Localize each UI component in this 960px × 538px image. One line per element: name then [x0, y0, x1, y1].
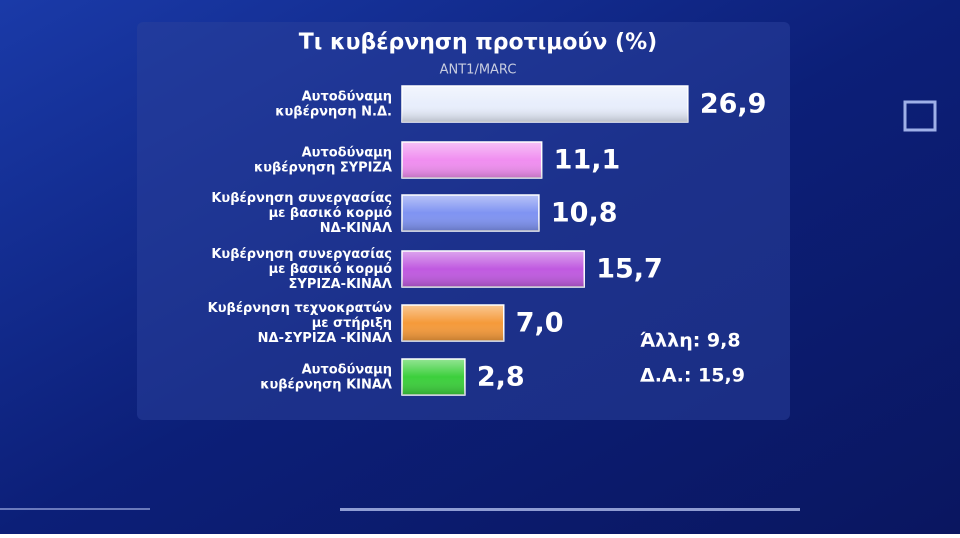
value-label: 26,9: [700, 89, 767, 120]
deco-line: [0, 508, 150, 510]
value-label: 2,8: [477, 362, 525, 393]
category-label: Κυβέρνηση συνεργασίας με βασικό κορμό ΝΔ-Κ…: [211, 191, 392, 236]
bar-shine: [402, 195, 539, 231]
deco-square: [903, 100, 937, 132]
deco-line: [340, 508, 800, 511]
chart-title: Τι κυβέρνηση προτιμούν (%): [299, 30, 657, 55]
bar-shine: [402, 251, 585, 287]
value-label: 15,7: [596, 254, 663, 285]
value-label: 10,8: [551, 198, 618, 229]
category-label: Αυτοδύναμη κυβέρνηση ΚΙΝΑΛ: [260, 362, 392, 392]
chart-subtitle: ANT1/MARC: [440, 63, 517, 78]
bar-shine: [402, 86, 688, 122]
category-label: Αυτοδύναμη κυβέρνηση ΣΥΡΙΖΑ: [254, 145, 392, 175]
category-label: Αυτοδύναμη κυβέρνηση Ν.Δ.: [275, 89, 392, 119]
bar-shine: [402, 142, 542, 178]
value-label: 7,0: [516, 308, 564, 339]
annotation: Δ.Α.: 15,9: [640, 365, 745, 387]
category-label: Κυβέρνηση τεχνοκρατών με στήριξη ΝΔ-ΣΥΡΙΖΑ…: [208, 301, 392, 346]
annotation: Άλλη: 9,8: [640, 330, 741, 352]
value-label: 11,1: [554, 145, 621, 176]
bar-shine: [402, 305, 504, 341]
category-label: Κυβέρνηση συνεργασίας με βασικό κορμό ΣΥΡΙ…: [211, 247, 392, 292]
bar-shine: [402, 359, 465, 395]
